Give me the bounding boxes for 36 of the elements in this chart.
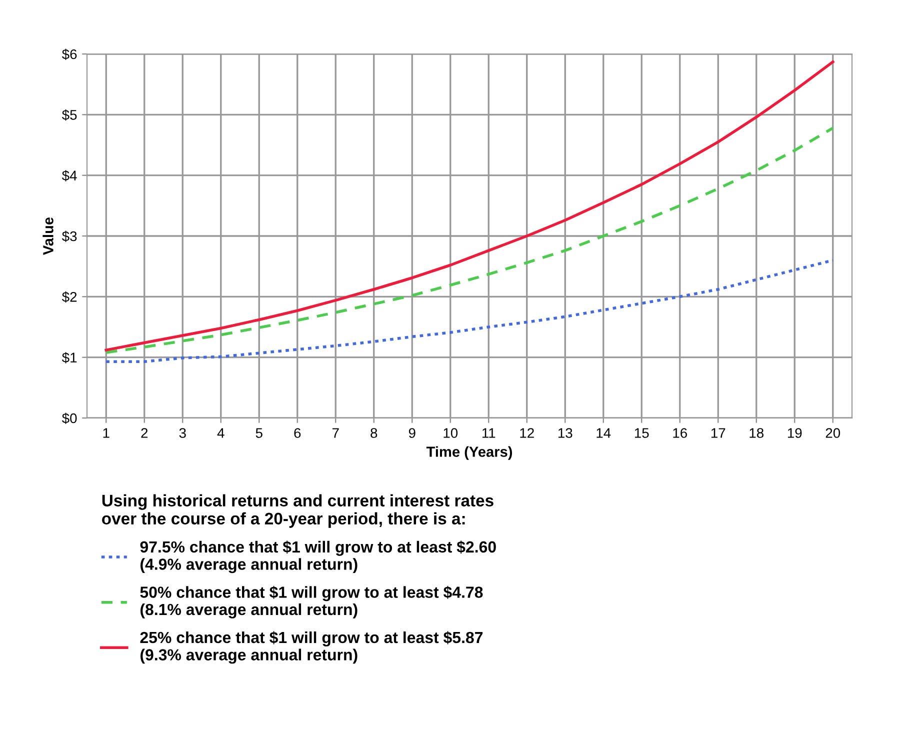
line-series — [104, 126, 834, 354]
x-tick-label: 4 — [217, 428, 224, 438]
legend-label: 97.5% chance that $1 will grow to at least $2.60 (4.9% average annual return) — [140, 540, 496, 574]
y-tick-label: $2 — [62, 291, 77, 303]
x-tick-label: 10 — [444, 428, 458, 438]
x-tick-label: 17 — [711, 428, 726, 438]
y-axis-title: Value — [42, 217, 54, 255]
line-series — [104, 60, 834, 352]
x-tick-label: 11 — [482, 428, 496, 438]
legend-label: 50% chance that $1 will grow to at least $4.78 (8.1% average annual return) — [140, 586, 483, 618]
x-tick-label: 16 — [673, 428, 687, 438]
y-tick-label: $1 — [62, 352, 77, 364]
x-tick-label: 15 — [634, 428, 649, 438]
x-tick-label: 18 — [750, 428, 764, 438]
line-series — [104, 258, 834, 363]
legend-label: 25% chance that $1 will grow to at least $5.87 (9.3% average annual return) — [140, 631, 483, 664]
x-tick-label: 5 — [256, 428, 262, 438]
x-tick-label: 6 — [294, 428, 301, 438]
y-tick-label: $6 — [62, 48, 77, 60]
y-tick-label: $5 — [62, 109, 77, 121]
x-tick-label: 20 — [826, 428, 840, 438]
legend-title: Using historical returns and current interest rates over the course of a 20-year period, there is a: — [102, 494, 494, 528]
x-tick-label: 1 — [103, 428, 110, 438]
x-tick-label: 13 — [558, 428, 572, 438]
x-tick-label: 8 — [370, 428, 378, 438]
x-tick-label: 9 — [408, 428, 416, 438]
x-tick-label: 3 — [179, 428, 186, 438]
x-tick-label: 14 — [596, 428, 611, 438]
x-tick-label: 12 — [520, 428, 534, 438]
y-tick-label: $0 — [62, 412, 77, 424]
x-tick-label: 2 — [141, 428, 148, 438]
y-tick-label: $3 — [62, 230, 77, 242]
x-axis-title: Time (Years) — [426, 446, 512, 460]
x-tick-label: 19 — [788, 428, 802, 438]
x-tick-label: 7 — [332, 428, 339, 438]
y-tick-label: $4 — [62, 170, 77, 182]
